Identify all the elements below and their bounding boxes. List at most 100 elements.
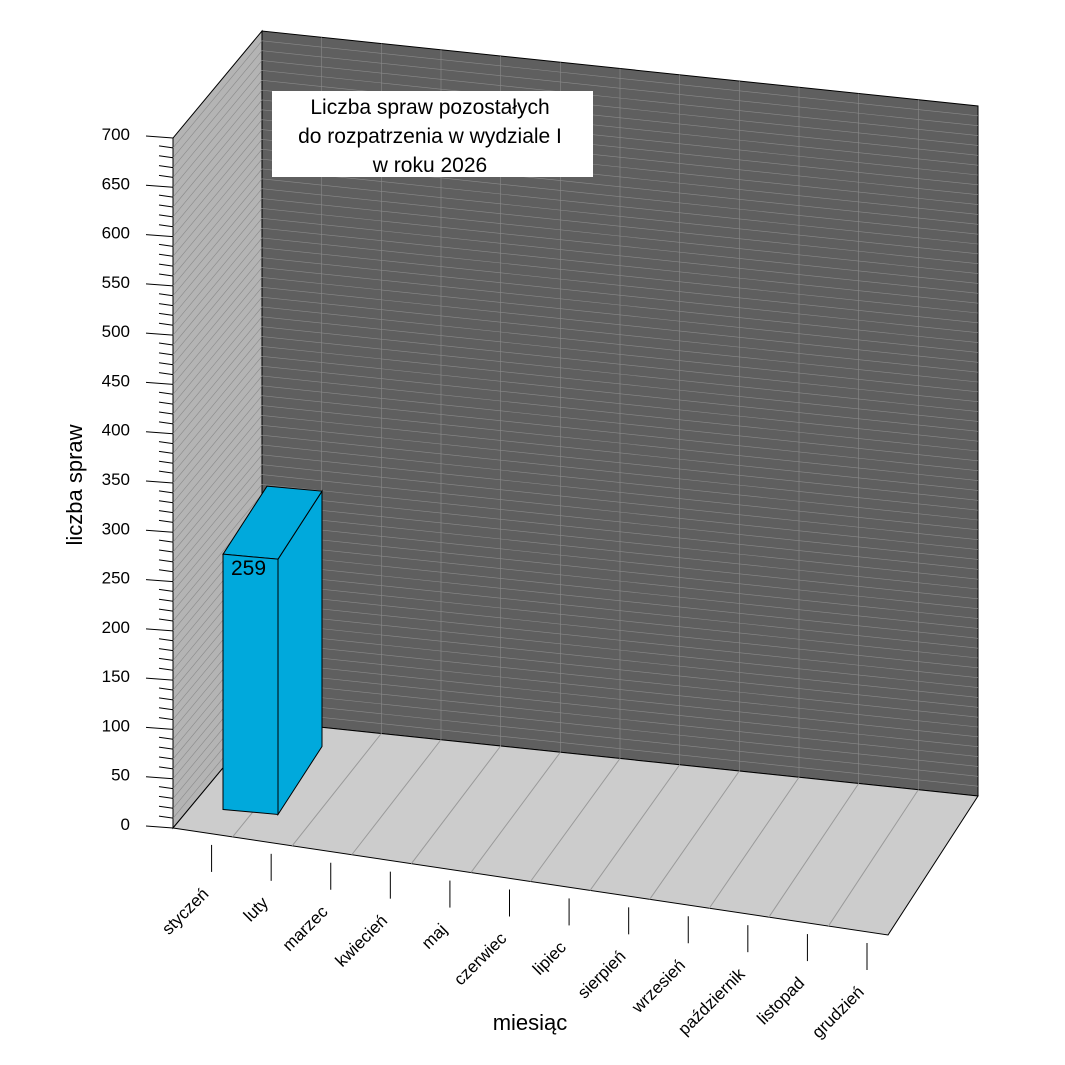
y-tick-minor	[158, 598, 174, 602]
y-tick-minor	[158, 815, 174, 819]
y-tick-minor	[158, 293, 174, 297]
y-axis-label: liczba spraw	[62, 424, 87, 545]
y-tick-minor	[158, 421, 174, 425]
y-tick-minor	[158, 312, 174, 316]
y-tick-major	[145, 579, 174, 583]
y-tick-minor	[158, 204, 174, 208]
y-tick-major	[145, 234, 174, 238]
y-tick-label: 150	[102, 667, 130, 686]
floor-divider	[827, 789, 919, 927]
y-tick-minor	[158, 174, 174, 178]
y-tick-minor	[158, 224, 174, 228]
y-tick-minor	[158, 401, 174, 405]
chart-title-line-2: do rozpatrzenia w wydziale I	[298, 125, 562, 148]
y-tick-major	[145, 776, 174, 780]
floor-divider	[291, 733, 382, 847]
floor-divider	[768, 783, 860, 918]
y-tick-label: 50	[111, 766, 130, 785]
y-tick-minor	[158, 608, 174, 612]
y-tick-label: 550	[102, 273, 130, 292]
y-tick-minor	[158, 273, 174, 277]
y-tick-minor	[158, 165, 174, 169]
y-tick-major	[145, 529, 174, 533]
y-tick-minor	[158, 214, 174, 218]
floor-divider	[351, 739, 442, 856]
x-tick-label: czerwiec	[450, 929, 511, 990]
y-tick-minor	[158, 490, 174, 494]
x-tick-label: grudzień	[808, 982, 868, 1042]
floor-divider	[589, 764, 681, 891]
y-tick-minor	[158, 352, 174, 356]
y-tick-minor	[158, 145, 174, 149]
bar-data-label: 259	[231, 557, 266, 580]
y-tick-label: 300	[102, 519, 130, 538]
y-tick-minor	[158, 194, 174, 198]
y-tick-minor	[158, 638, 174, 642]
y-tick-minor	[158, 657, 174, 661]
y-tick-minor	[158, 263, 174, 267]
y-tick-minor	[158, 736, 174, 740]
y-tick-label: 0	[121, 815, 130, 834]
y-tick-minor	[158, 460, 174, 464]
y-tick-minor	[158, 519, 174, 523]
floor-divider	[530, 758, 621, 882]
y-tick-minor	[158, 441, 174, 445]
y-tick-minor	[158, 372, 174, 376]
y-tick-minor	[158, 253, 174, 257]
chart-title-box	[272, 91, 593, 177]
y-tick-minor	[158, 569, 174, 573]
y-tick-minor	[158, 707, 174, 711]
y-tick-major	[145, 726, 174, 730]
floor-divider	[649, 770, 740, 900]
y-tick-minor	[158, 618, 174, 622]
y-tick-label: 350	[102, 470, 130, 489]
y-tick-major	[145, 283, 174, 287]
y-tick-label: 400	[102, 421, 130, 440]
y-tick-minor	[158, 795, 174, 799]
y-tick-major	[145, 332, 174, 336]
y-tick-minor	[158, 756, 174, 760]
y-tick-major	[145, 431, 174, 435]
y-tick-label: 250	[102, 569, 130, 588]
y-tick-minor	[158, 243, 174, 247]
floor-divider	[470, 751, 561, 873]
y-tick-minor	[158, 588, 174, 592]
y-tick-minor	[158, 805, 174, 809]
y-axis: 0 50 100 150 200 250 300 350 400 450 500 550 600 650 7…	[102, 125, 174, 834]
y-tick-minor	[158, 667, 174, 671]
y-tick-minor	[158, 500, 174, 504]
y-tick-minor	[158, 362, 174, 366]
y-tick-minor	[158, 411, 174, 415]
y-tick-minor	[158, 155, 174, 159]
y-tick-major	[145, 184, 174, 188]
bars: 259	[222, 485, 323, 817]
x-tick-label: listopad	[753, 973, 808, 1028]
y-tick-minor	[158, 648, 174, 652]
x-tick-label: marzec	[279, 902, 332, 955]
bar	[222, 553, 279, 816]
y-tick-label: 650	[102, 174, 130, 193]
y-tick-major	[145, 381, 174, 385]
y-tick-minor	[158, 559, 174, 563]
y-tick-label: 600	[102, 224, 130, 243]
y-tick-minor	[158, 746, 174, 750]
floor-divider	[708, 776, 800, 909]
y-tick-minor	[158, 687, 174, 691]
y-tick-minor	[158, 342, 174, 346]
y-tick-minor	[158, 717, 174, 721]
y-tick-minor	[158, 510, 174, 514]
x-tick-label: styczeń	[158, 884, 212, 938]
x-tick-label: maj	[418, 920, 451, 953]
y-tick-label: 500	[102, 322, 130, 341]
y-tick-major	[145, 480, 174, 484]
y-tick-major	[145, 825, 174, 829]
chart-title-line-1: Liczba spraw pozostałych	[310, 96, 549, 119]
x-axis-label: miesiąc	[493, 1010, 568, 1035]
x-tick-label: kwiecień	[332, 911, 392, 971]
x-tick-label: sierpień	[574, 947, 630, 1003]
y-tick-label: 450	[102, 371, 130, 390]
y-tick-minor	[158, 470, 174, 474]
y-tick-minor	[158, 303, 174, 307]
y-tick-minor	[158, 322, 174, 326]
chart-title-line-3: w roku 2026	[372, 154, 487, 177]
